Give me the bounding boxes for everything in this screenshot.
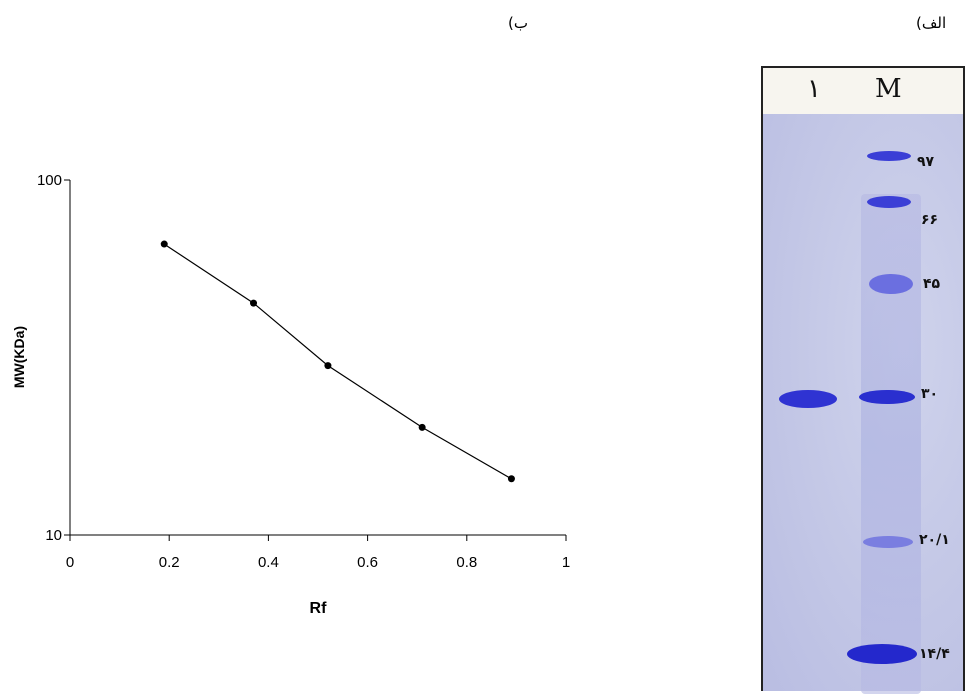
gel-header: ۱ M [763, 68, 963, 114]
y-tick-label: 10 [45, 527, 62, 544]
series-line [163, 243, 512, 480]
x-axis-label: Rf [310, 600, 328, 617]
band-97 [867, 151, 911, 161]
marker-label-20-1: ۲۰/۱ [919, 532, 950, 548]
lane-label-marker: M [875, 74, 902, 104]
band-14-4 [847, 644, 917, 664]
gel-body: ۹۷ ۶۶ ۴۵ ۳۰ ۲۰/۱ ۱۴/۴ [763, 114, 963, 694]
band-20-1 [863, 536, 913, 548]
band-45 [869, 274, 913, 294]
marker-lane-smear [861, 194, 921, 694]
x-tick-label: 1 [562, 554, 570, 571]
x-tick-label: 0.6 [357, 554, 378, 571]
data-point [160, 240, 168, 248]
marker-label-45: ۴۵ [923, 276, 941, 292]
band-66 [867, 196, 911, 208]
mw-vs-rf-chart: 0 0.2 0.4 0.6 0.8 1 10 100 Rf MW(KDa) [11, 172, 570, 617]
x-tick-label: 0 [66, 554, 74, 571]
data-point [507, 475, 515, 483]
sds-page-gel: ۱ M ۹۷ ۶۶ ۴۵ ۳۰ ۲۰/۱ ۱۴/۴ [761, 66, 965, 694]
data-point [324, 362, 332, 370]
x-tick-label: 0.8 [456, 554, 477, 571]
band-30-sample [779, 390, 837, 408]
lane-label-1: ۱ [807, 74, 821, 104]
y-axis-label: MW(KDa) [11, 326, 27, 388]
band-30-marker [859, 390, 915, 404]
panel-label-alef: الف) [916, 14, 947, 32]
data-point [418, 423, 426, 431]
marker-label-97: ۹۷ [917, 154, 935, 170]
marker-label-66: ۶۶ [921, 212, 939, 228]
x-tick-label: 0.2 [159, 554, 180, 571]
data-point [250, 299, 258, 307]
x-tick-label: 0.4 [258, 554, 279, 571]
marker-label-30: ۳۰ [921, 386, 939, 402]
marker-label-14-4: ۱۴/۴ [919, 646, 950, 662]
y-tick-label: 100 [37, 172, 62, 189]
panel-label-b: ب) [508, 14, 528, 32]
